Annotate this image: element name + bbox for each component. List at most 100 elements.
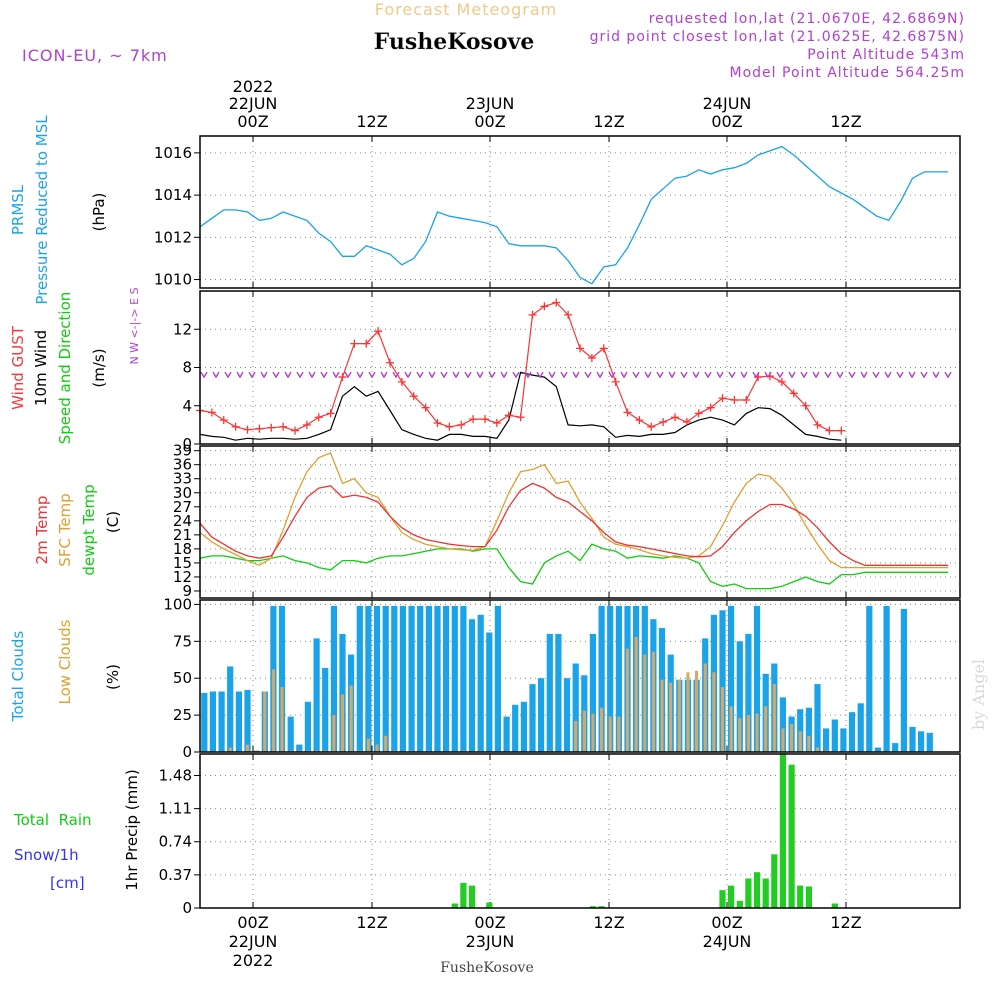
wind-arrow <box>824 371 832 379</box>
total-cloud-bar <box>848 712 856 752</box>
y-tick-label: 0 <box>182 743 192 761</box>
gust-marker <box>777 377 786 386</box>
y-tick-label: 1.48 <box>159 766 192 784</box>
total-cloud-bar <box>529 684 536 752</box>
total-cloud-bar <box>451 605 458 752</box>
low-cloud-bar <box>764 706 768 752</box>
wind-arrow <box>764 371 772 379</box>
precip-bar <box>486 902 493 908</box>
wind-arrow <box>296 371 304 379</box>
y-tick-label: 0 <box>182 435 192 453</box>
low-cloud-bar <box>686 672 690 752</box>
gust-marker <box>231 422 240 431</box>
sfc-temp-label: SFC Temp <box>56 493 74 566</box>
gust-marker <box>599 344 608 353</box>
low-cloud-bar <box>643 654 647 752</box>
precip-bar <box>468 885 476 908</box>
clouds-panel: 0 25 50 75 100 <box>163 595 961 761</box>
total-cloud-bar <box>434 605 441 752</box>
wind-10m-label: 10m Wind <box>32 330 50 406</box>
wind-arrow <box>896 371 904 379</box>
low-cloud-bar <box>591 713 595 752</box>
bottom-hour-6: 12Z <box>830 913 861 932</box>
precip-bar <box>771 854 778 908</box>
wind-arrow <box>920 371 928 379</box>
panel-frame <box>199 753 961 909</box>
closest-coords: grid point closest lon,lat (21.0625E, 42… <box>590 29 965 45</box>
y-tick-label: 1.11 <box>159 800 192 818</box>
wind-arrow <box>500 371 508 379</box>
low-cloud-bar <box>263 691 267 752</box>
total-cloud-bar <box>728 605 735 752</box>
model-label: ICON-EU, ~ 7km <box>22 46 168 65</box>
total-cloud-bar <box>797 709 804 752</box>
gust-marker <box>374 327 383 336</box>
dewpt-label: dewpt Temp <box>80 484 98 575</box>
total-cloud-bar <box>201 693 208 752</box>
total-cloud-bar <box>425 605 432 752</box>
wind-arrow <box>380 371 388 379</box>
cloud-left-labels: Total Clouds Low Clouds (%) <box>9 619 122 722</box>
wind-arrow <box>944 371 952 379</box>
wind-arrow <box>788 371 796 379</box>
gust-marker <box>481 415 489 424</box>
bottom-day-1: 22JUN <box>229 932 278 951</box>
gust-marker <box>623 408 632 417</box>
wind-arrow <box>668 371 676 379</box>
wind-arrow <box>908 371 916 379</box>
low-cloud-bar <box>349 685 353 752</box>
gust-marker <box>279 422 288 431</box>
low-cloud-bar <box>712 672 716 752</box>
wind-arrow <box>572 371 580 379</box>
cloud-unit: (%) <box>104 664 122 690</box>
top-hour-2: 12Z <box>356 112 387 131</box>
wind-arrow <box>560 371 568 379</box>
total-cloud-bar <box>900 608 907 752</box>
total-cloud-bar <box>382 605 389 752</box>
watermark: by Angel <box>969 659 988 730</box>
gust-marker <box>267 423 276 432</box>
total-cloud-bar <box>417 605 424 752</box>
low-cloud-bar <box>807 735 811 752</box>
forecast-title: Forecast Meteogram <box>375 0 557 19</box>
gust-marker <box>564 310 573 319</box>
precip-bar <box>736 900 743 908</box>
y-tick-label: 1012 <box>154 228 192 246</box>
y-tick-label: 30 <box>173 484 192 502</box>
panel-frame <box>199 599 961 753</box>
wind-arrow <box>776 371 784 379</box>
y-tick-label: 9 <box>182 582 192 600</box>
low-cloud-bar <box>790 724 794 752</box>
low-cloud-bar <box>582 710 586 752</box>
low-cloud-bar <box>815 747 819 752</box>
gust-marker <box>694 409 703 418</box>
total-rain-label: Total Rain <box>13 811 92 829</box>
wind-speed-dir-label: Speed and Direction <box>56 292 74 445</box>
wind-arrow <box>692 371 700 379</box>
total-cloud-bar <box>218 691 225 752</box>
bottom-time-axis: 00Z 12Z 00Z 12Z 00Z 12Z 22JUN 23JUN 24JU… <box>229 913 862 970</box>
low-cloud-bar <box>729 706 733 752</box>
wind-compass: N W <-|-> E S <box>128 287 141 364</box>
low-cloud-bar <box>660 679 664 752</box>
wind-arrow <box>884 371 892 379</box>
precip-bar <box>598 906 605 908</box>
wind-arrow <box>440 371 448 379</box>
top-hour-6: 12Z <box>830 112 861 131</box>
precip-bar <box>728 885 735 908</box>
total-cloud-bar <box>719 610 726 752</box>
sfc-temp-line <box>199 452 949 569</box>
gust-marker <box>552 298 561 307</box>
gust-marker <box>255 424 264 433</box>
total-cloud-bar <box>227 666 234 752</box>
precip-bar <box>589 906 596 908</box>
low-cloud-bar <box>755 713 759 752</box>
wind-arrow <box>224 371 232 379</box>
precip-bar <box>745 878 752 908</box>
gust-marker <box>730 396 739 405</box>
total-cloud-bar <box>572 663 579 752</box>
wind-gust-label: Wind GUST <box>9 325 27 410</box>
y-tick-label: 50 <box>173 669 192 687</box>
wind-arrow <box>200 371 208 379</box>
